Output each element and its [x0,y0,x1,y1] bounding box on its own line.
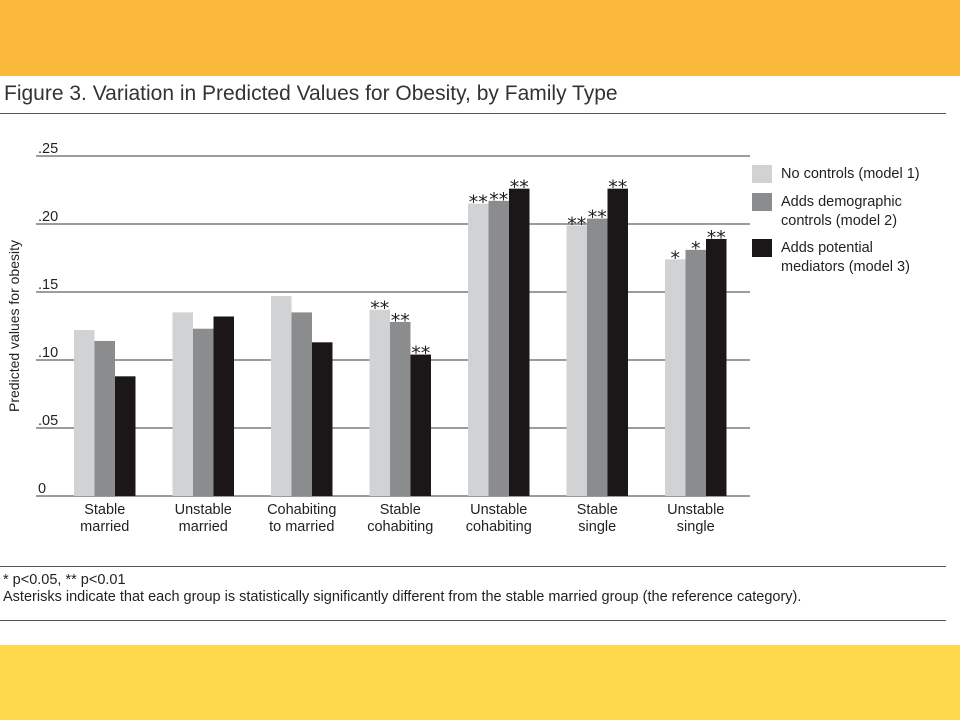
bottom-color-band [0,645,960,720]
y-tick-label: .20 [38,209,58,225]
bar [172,312,193,496]
y-tick-label: .15 [38,277,58,293]
bar [312,342,333,496]
bar [685,249,706,496]
bar [488,200,509,496]
significance-note: * p<0.05, ** p<0.01 [3,572,126,588]
x-tick-label: Stable [380,502,421,518]
bar [369,309,390,496]
title-rule [0,113,946,114]
chart-notes: * p<0.05, ** p<0.01 Asterisks indicate t… [3,572,801,606]
significance-marker: ** [469,192,488,214]
figure-title: Figure 3. Variation in Predicted Values … [4,82,618,105]
y-axis-label: Predicted values for obesity [6,240,22,412]
bar [566,225,587,497]
significance-marker: ** [608,177,627,199]
significance-marker: ** [391,310,410,332]
bar [193,328,214,496]
x-tick-label: cohabiting [466,519,532,535]
legend-label: Adds potential [781,240,873,256]
significance-marker: ** [370,298,389,320]
bar [410,354,431,496]
legend-label: controls (model 2) [781,213,897,229]
notes-bottom-rule [0,620,946,621]
y-tick-label: .10 [38,345,58,361]
bar [587,218,608,496]
significance-marker: * [671,247,681,269]
significance-marker: ** [567,213,586,235]
significance-marker: ** [588,207,607,229]
bar [607,188,628,496]
bar [291,312,312,496]
legend-swatch [752,165,772,183]
bar-chart: 0 .05 .10 .15 .20 .25 Predicted values for obe… [6,141,920,535]
bar [213,316,234,496]
notes-top-rule [0,566,946,567]
y-tick-label: .25 [38,141,58,157]
bar [509,188,530,496]
x-tick-label: to married [269,519,334,535]
legend-swatch [752,239,772,257]
x-tick-label: Unstable [667,502,724,518]
x-tick-label: Unstable [470,502,527,518]
x-tick-label: married [80,519,129,535]
y-tick-label: 0 [38,481,46,497]
legend-label: No controls (model 1) [781,166,920,182]
bar [94,340,115,496]
x-tick-label: Stable [84,502,125,518]
y-tick-label: .05 [38,413,58,429]
bar [468,203,489,496]
significance-marker: * [691,238,701,260]
x-tick-label: single [578,519,616,535]
x-tick-label: single [677,519,715,535]
x-tick-label: Cohabiting [267,502,336,518]
significance-marker: ** [489,189,508,211]
x-tick-label: Unstable [175,502,232,518]
significance-marker: ** [707,227,726,249]
bar [706,238,727,496]
x-tick-label: Stable [577,502,618,518]
legend-swatch [752,193,772,211]
bar [271,296,292,496]
bar [115,376,136,496]
bar [74,330,95,496]
significance-marker: ** [510,177,529,199]
x-tick-label: cohabiting [367,519,433,535]
x-tick-label: married [179,519,228,535]
bar [390,321,411,496]
bar [665,259,686,496]
asterisk-explanation: Asterisks indicate that each group is st… [3,589,802,605]
legend-label: mediators (model 3) [781,259,910,275]
legend-label: Adds demographic [781,194,902,210]
significance-marker: ** [411,343,430,365]
top-color-band [0,0,960,76]
